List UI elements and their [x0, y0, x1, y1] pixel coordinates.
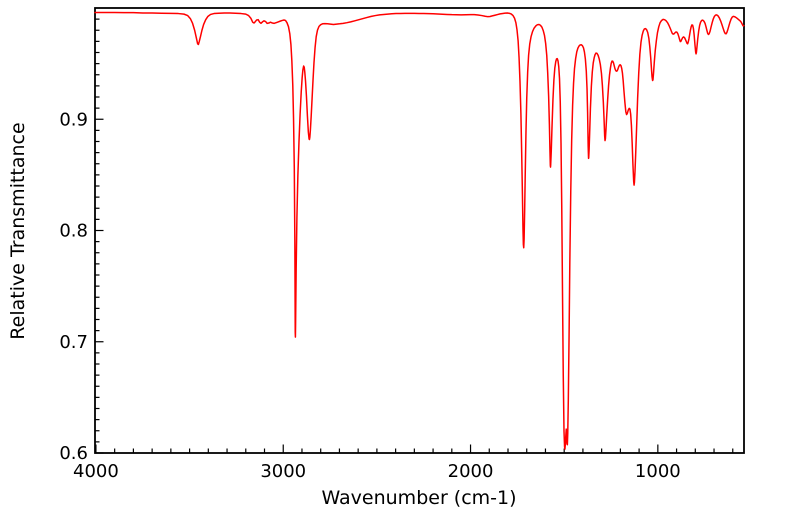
y-tick-label: 0.6	[59, 443, 88, 464]
x-tick-label: 2000	[448, 461, 494, 482]
x-tick-label: 3000	[260, 461, 306, 482]
x-tick-label: 4000	[73, 461, 119, 482]
x-axis-title: Wavenumber (cm-1)	[321, 487, 516, 509]
y-tick-label: 0.7	[59, 332, 88, 353]
x-tick-label: 1000	[635, 461, 681, 482]
y-tick-label: 0.9	[59, 109, 88, 130]
plot-frame	[94, 7, 745, 454]
axis-ticks	[95, 18, 734, 454]
y-axis-title: Relative Transmittance	[7, 122, 29, 339]
y-tick-label: 0.8	[59, 221, 88, 242]
spectrum-line	[94, 11, 745, 450]
tick-labels: 4000 3000 2000 1000 0.6 0.7 0.8 0.9	[59, 109, 680, 482]
